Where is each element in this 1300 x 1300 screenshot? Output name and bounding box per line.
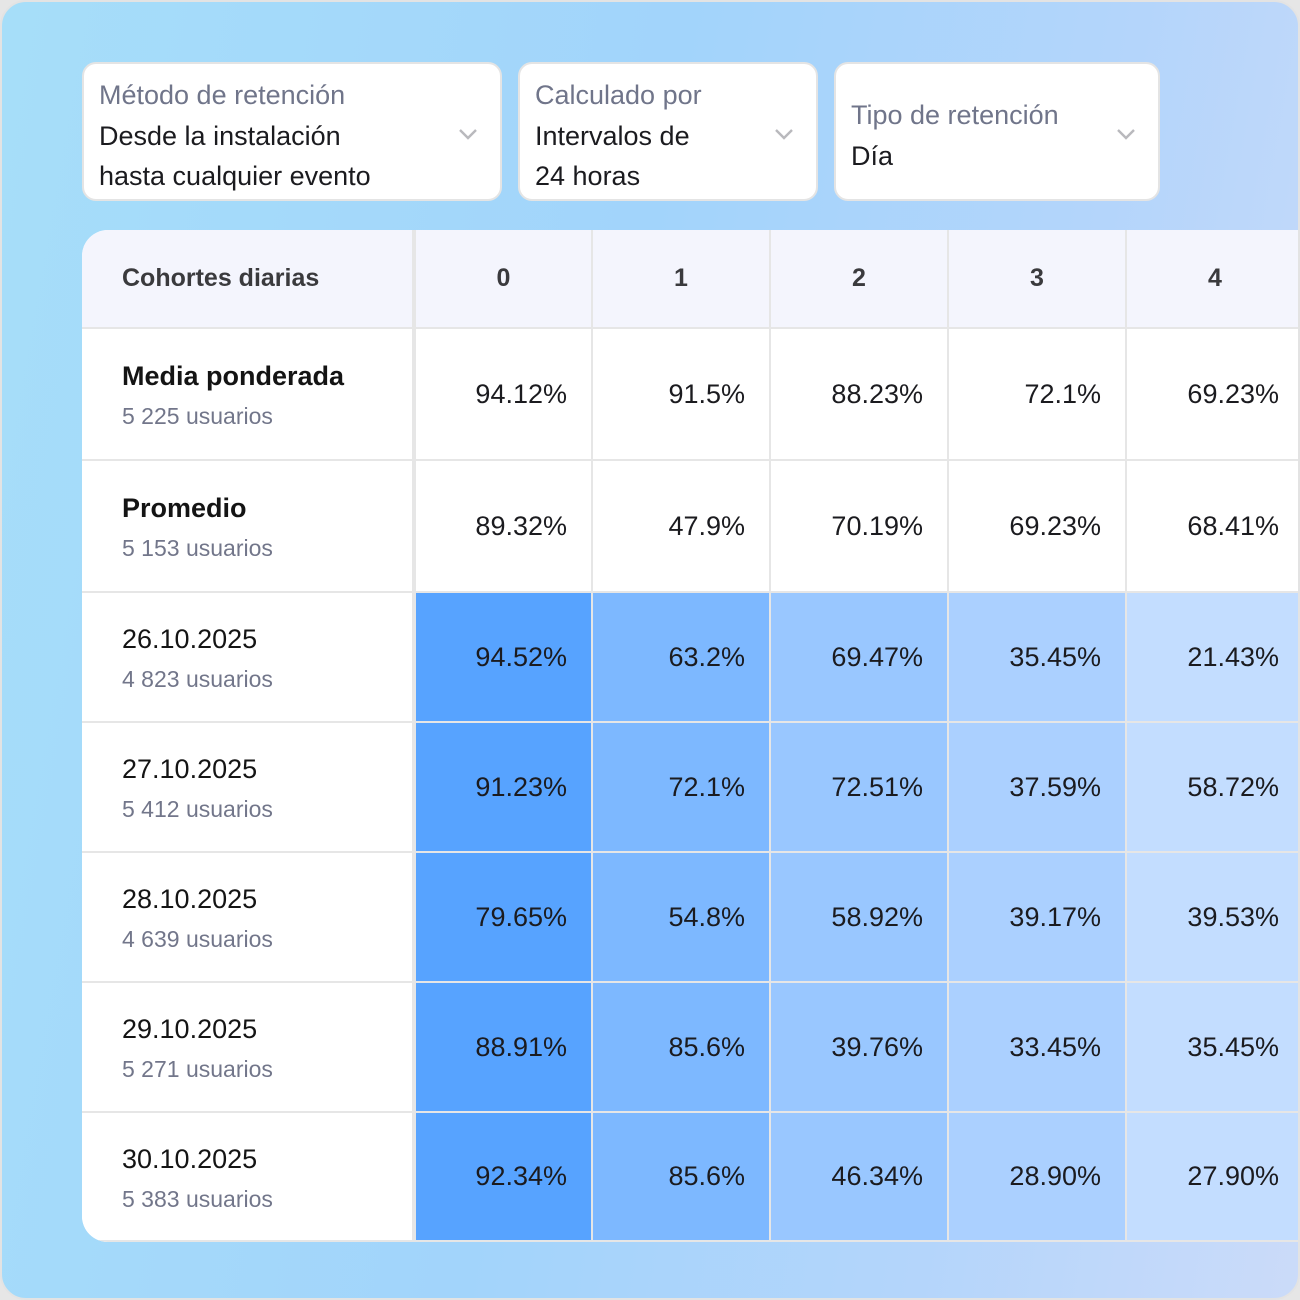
retention-cell: 54.8%: [593, 853, 771, 983]
retention-cell: 28.90%: [949, 1113, 1127, 1242]
retention-cell: 35.45%: [949, 593, 1127, 723]
retention-type-label: Tipo de retención: [851, 100, 1059, 130]
row-title: 30.10.2025: [122, 1143, 258, 1174]
cohort-retention-table: Cohortes diarias 0 1 2 3 4 Media ponderada 5 2…: [82, 230, 1298, 1242]
retention-cell: 47.9%: [593, 461, 771, 593]
row-user-count: 5 153 usuarios: [122, 535, 273, 561]
chevron-down-icon: [459, 129, 477, 140]
retention-cell: 91.23%: [416, 723, 593, 853]
header-day-3: 3: [949, 230, 1127, 329]
chevron-down-icon: [775, 129, 793, 140]
calculated-by-label: Calculado por: [535, 80, 702, 110]
calculated-by-dropdown[interactable]: Calculado por Intervalos de 24 horas: [518, 62, 818, 201]
retention-cell: 92.34%: [416, 1113, 593, 1242]
retention-cell: 72.1%: [949, 329, 1127, 461]
retention-cell: 69.47%: [771, 593, 949, 723]
row-title: 27.10.2025: [122, 754, 258, 784]
retention-cell: 91.5%: [593, 329, 771, 461]
cohort-row-label: 26.10.2025 4 823 usuarios: [82, 593, 412, 723]
retention-cell: 72.1%: [593, 723, 771, 853]
row-title: Media ponderada: [122, 361, 345, 391]
retention-cell: 39.76%: [771, 983, 949, 1113]
retention-method-label: Método de retención: [99, 80, 346, 110]
retention-cell: 39.53%: [1127, 853, 1298, 983]
retention-cell: 33.45%: [949, 983, 1127, 1113]
retention-cell: 85.6%: [593, 1113, 771, 1242]
summary-row-label: Media ponderada 5 225 usuarios: [82, 329, 412, 461]
row-title: 29.10.2025: [122, 1014, 258, 1044]
retention-cell: 68.41%: [1127, 461, 1298, 593]
row-title: Promedio: [122, 493, 247, 523]
cohort-row-label: 27.10.2025 5 412 usuarios: [82, 723, 412, 853]
retention-cell: 88.91%: [416, 983, 593, 1113]
row-user-count: 5 383 usuarios: [122, 1185, 273, 1212]
retention-cell: 88.23%: [771, 329, 949, 461]
cohort-row-label: 28.10.2025 4 639 usuarios: [82, 853, 412, 983]
retention-type-dropdown[interactable]: Tipo de retención Día: [834, 62, 1160, 201]
cohort-row-label: 30.10.2025 5 383 usuarios: [82, 1113, 412, 1242]
retention-cell: 35.45%: [1127, 983, 1298, 1113]
row-user-count: 4 823 usuarios: [122, 666, 273, 692]
retention-cell: 27.90%: [1127, 1113, 1298, 1242]
retention-cell: 69.23%: [1127, 329, 1298, 461]
retention-cell: 46.34%: [771, 1113, 949, 1242]
header-day-0: 0: [416, 230, 593, 329]
column-separator: [412, 230, 416, 1242]
retention-cell: 85.6%: [593, 983, 771, 1113]
retention-cell: 94.12%: [416, 329, 593, 461]
retention-cell: 94.52%: [416, 593, 593, 723]
retention-cell: 72.51%: [771, 723, 949, 853]
row-title: 26.10.2025: [122, 624, 258, 654]
row-user-count: 5 271 usuarios: [122, 1056, 273, 1082]
retention-cell: 89.32%: [416, 461, 593, 593]
row-user-count: 5 412 usuarios: [122, 796, 273, 822]
retention-cell: 79.65%: [416, 853, 593, 983]
row-user-count: 5 225 usuarios: [122, 403, 273, 429]
row-title: 28.10.2025: [122, 884, 258, 914]
retention-cell: 39.17%: [949, 853, 1127, 983]
chevron-down-icon: [1117, 129, 1135, 140]
header-cohorts-daily: Cohortes diarias: [82, 230, 412, 329]
retention-type-value: Día: [851, 141, 894, 171]
retention-cell: 37.59%: [949, 723, 1127, 853]
retention-cell: 21.43%: [1127, 593, 1298, 723]
retention-cell: 58.92%: [771, 853, 949, 983]
header-day-2: 2: [771, 230, 949, 329]
retention-cell: 70.19%: [771, 461, 949, 593]
summary-row-label: Promedio 5 153 usuarios: [82, 461, 412, 593]
row-user-count: 4 639 usuarios: [122, 926, 273, 952]
retention-cell: 69.23%: [949, 461, 1127, 593]
retention-cell: 58.72%: [1127, 723, 1298, 853]
cohort-row-label: 29.10.2025 5 271 usuarios: [82, 983, 412, 1113]
calculated-by-value: Intervalos de 24 horas: [535, 121, 690, 191]
header-day-4: 4: [1127, 230, 1298, 329]
header-day-1: 1: [593, 230, 771, 329]
retention-cell: 63.2%: [593, 593, 771, 723]
retention-method-value: Desde la instalación hasta cualquier eve…: [99, 121, 371, 191]
retention-method-dropdown[interactable]: Método de retención Desde la instalación…: [82, 62, 502, 201]
